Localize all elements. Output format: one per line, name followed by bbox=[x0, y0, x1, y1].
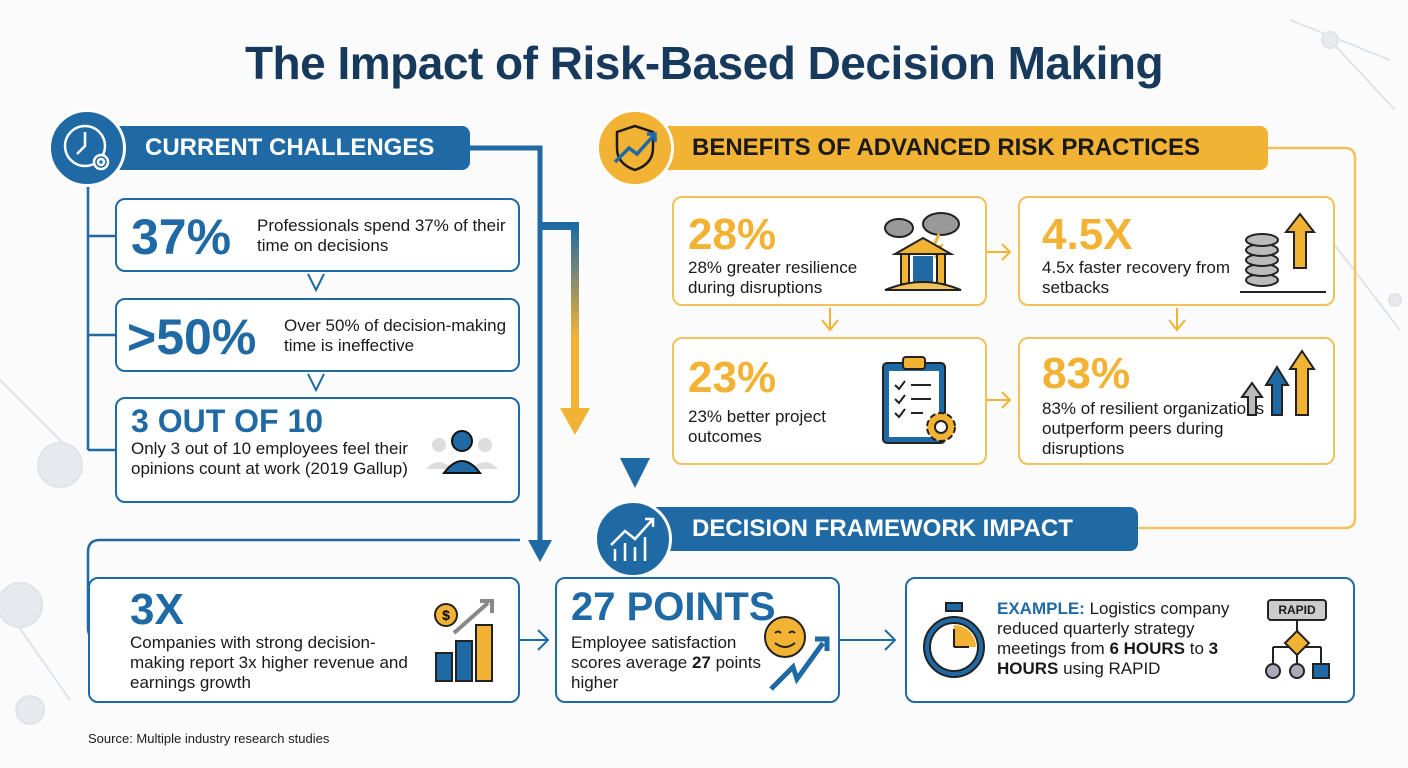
text: Employee satisfaction scores average bbox=[571, 633, 737, 672]
current-challenges-header: CURRENT CHALLENGES bbox=[95, 126, 470, 170]
growth-chart-icon bbox=[594, 500, 672, 578]
text: points higher bbox=[571, 653, 761, 692]
bold-number: 27 bbox=[691, 653, 711, 672]
challenge-card-37: 37% Professionals spend 37% of their tim… bbox=[115, 198, 520, 272]
framework-card-3x: 3X Companies with strong decision-making… bbox=[88, 577, 520, 703]
people-icon bbox=[426, 430, 498, 474]
benefit-card-4-5x: 4.5X 4.5x faster recovery from setbacks bbox=[1018, 196, 1335, 306]
stat-description: 28% greater resilience during disruption… bbox=[688, 258, 858, 297]
stat: 28% bbox=[688, 210, 777, 259]
source-note: Source: Multiple industry research studi… bbox=[88, 731, 330, 746]
stat-description: Professionals spend 37% of their time on… bbox=[257, 216, 506, 255]
smiley-arrow-icon bbox=[764, 616, 830, 691]
stat-description: Over 50% of decision-making time is inef… bbox=[284, 316, 507, 355]
storm-building-icon bbox=[884, 212, 962, 291]
stat-description: Companies with strong decision-making re… bbox=[130, 633, 408, 692]
decision-framework-header: DECISION FRAMEWORK IMPACT bbox=[640, 507, 1138, 551]
stat: 3 OUT OF 10 bbox=[131, 403, 324, 439]
clock-gear-icon bbox=[48, 109, 126, 187]
clipboard-gear-icon bbox=[882, 356, 956, 444]
svg-text:$: $ bbox=[442, 607, 450, 623]
bold-text: 3 HOURS bbox=[997, 639, 1219, 678]
stat: 23% bbox=[688, 353, 777, 402]
stat: 3X bbox=[130, 585, 184, 634]
challenge-card-50: >50% Over 50% of decision-making time is… bbox=[115, 298, 520, 372]
rapid-badge: RAPID bbox=[1267, 599, 1327, 621]
coin-stack-arrow-icon bbox=[1240, 212, 1326, 293]
benefit-card-23: 23% 23% better project outcomes bbox=[672, 337, 987, 465]
stat-description: Only 3 out of 10 employees feel their op… bbox=[131, 439, 408, 478]
example-label: EXAMPLE: bbox=[997, 599, 1085, 618]
stat-description: 23% better project outcomes bbox=[688, 407, 826, 446]
page-title: The Impact of Risk-Based Decision Making bbox=[244, 37, 1164, 89]
stat: 27 POINTS bbox=[571, 585, 776, 629]
text: Logistics company reduced quarterly stra… bbox=[997, 599, 1230, 658]
stat-description: 4.5x faster recovery from setbacks bbox=[1042, 258, 1231, 297]
framework-card-27-points: 27 POINTS Employee satisfaction scores a… bbox=[555, 577, 840, 703]
benefit-card-83: 83% 83% of resilient organizations outpe… bbox=[1018, 337, 1335, 465]
stat: 37% bbox=[131, 209, 232, 265]
rising-arrows-icon bbox=[1240, 349, 1316, 416]
stat: 4.5X bbox=[1042, 210, 1133, 259]
stat-description: Employee satisfaction scores average 27 … bbox=[571, 633, 771, 693]
framework-card-example: EXAMPLE: Logistics company reduced quart… bbox=[905, 577, 1355, 703]
flowchart-icon bbox=[1265, 621, 1330, 679]
example-description: EXAMPLE: Logistics company reduced quart… bbox=[997, 599, 1252, 679]
text: to bbox=[1185, 639, 1209, 658]
benefits-header: BENEFITS OF ADVANCED RISK PRACTICES bbox=[640, 126, 1268, 170]
challenge-card-3-of-10: 3 OUT OF 10 Only 3 out of 10 employees f… bbox=[115, 397, 520, 503]
stat: 83% bbox=[1042, 349, 1131, 398]
stat-description: 83% of resilient organizations outperfor… bbox=[1042, 399, 1265, 458]
coins-chart-icon: $ bbox=[434, 599, 494, 682]
text: using RAPID bbox=[1058, 659, 1161, 678]
stat: >50% bbox=[127, 309, 257, 365]
benefit-card-28: 28% 28% greater resilience during disrup… bbox=[672, 196, 987, 306]
bold-text: 6 HOURS bbox=[1109, 639, 1186, 658]
shield-growth-icon bbox=[596, 109, 674, 187]
stopwatch-icon bbox=[923, 602, 985, 678]
